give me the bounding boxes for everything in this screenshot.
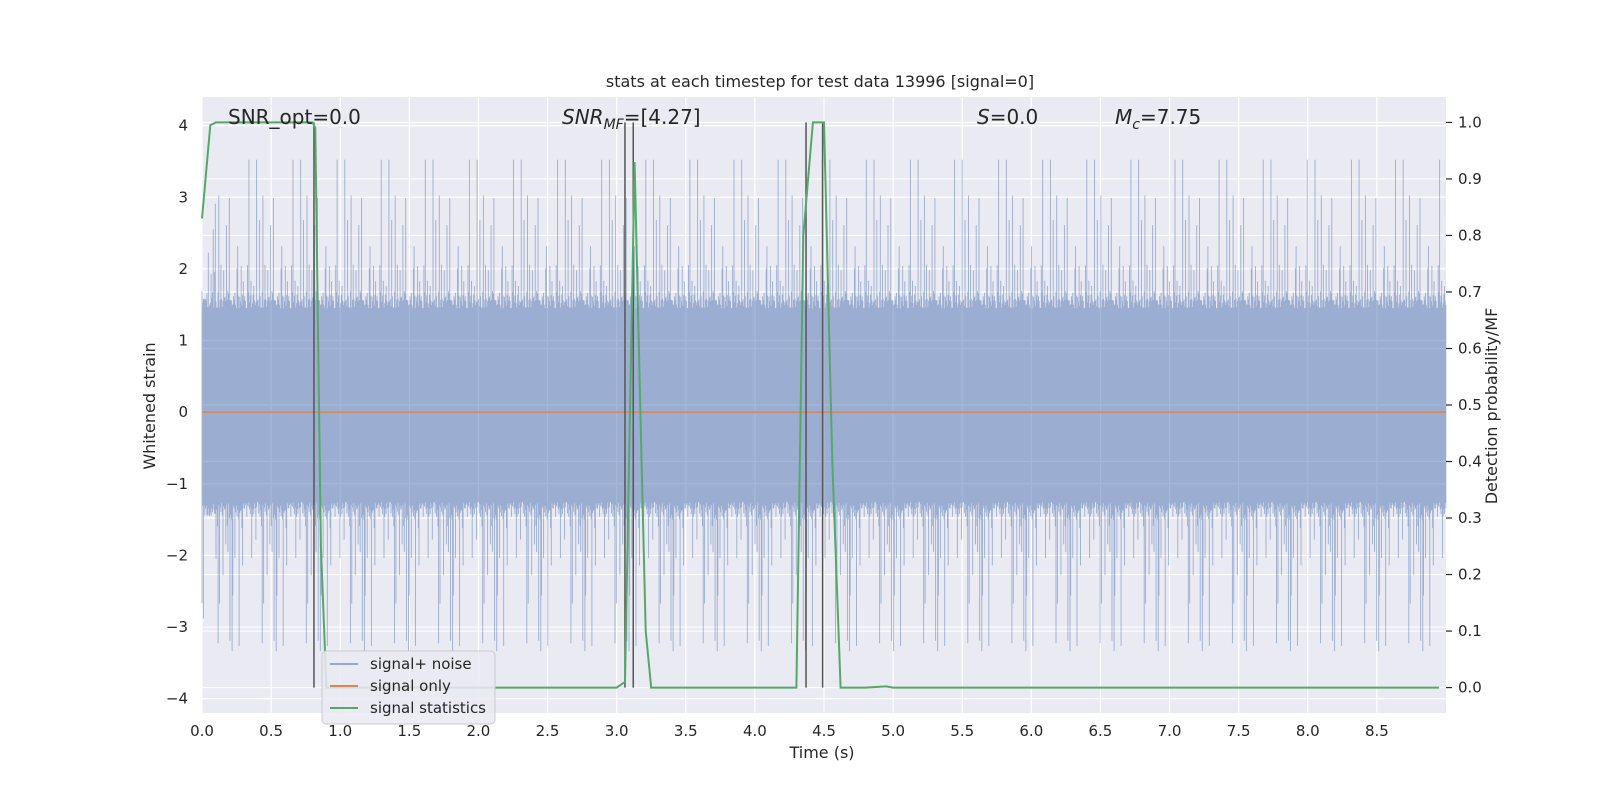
legend-label-signal-noise: signal+ noise xyxy=(370,655,472,673)
y-right-tick-label: 0.7 xyxy=(1458,283,1482,301)
x-tick-label: 8.0 xyxy=(1296,722,1320,740)
x-tick-label: 7.5 xyxy=(1227,722,1251,740)
legend: signal+ noise signal only signal statist… xyxy=(321,650,496,725)
y-right-axis-ticks: 1.0 0.9 0.8 0.7 0.6 0.5 0.4 0.3 0.2 0.1 0.0 xyxy=(1446,113,1482,697)
y-right-tick-label: 0.8 xyxy=(1458,226,1482,244)
legend-label-signal-statistics: signal statistics xyxy=(370,699,486,717)
y-tick-label: 1 xyxy=(178,332,188,350)
chart-title: stats at each timestep for test data 139… xyxy=(606,72,1034,91)
y-right-tick-label: 1.0 xyxy=(1458,113,1482,131)
series-signal-noise xyxy=(201,159,1447,652)
annotations: SNR_opt=0.0 SNRMF=[4.27] S=0.0 Mc=7.75 xyxy=(228,105,1201,133)
x-tick-label: 0.0 xyxy=(190,722,214,740)
x-tick-label: 3.0 xyxy=(605,722,629,740)
y-right-tick-label: 0.3 xyxy=(1458,509,1482,527)
noise-trace xyxy=(201,159,1447,652)
x-tick-label: 7.0 xyxy=(1158,722,1182,740)
x-axis-label: Time (s) xyxy=(788,743,854,762)
x-axis-ticks: 0.0 0.5 1.0 1.5 2.0 2.5 3.0 3.5 4.0 4.5 5.0 5.5 6.0 6… xyxy=(190,722,1389,740)
series-signal-statistics xyxy=(201,121,1440,689)
annotation-snr-opt: SNR_opt=0.0 xyxy=(228,105,361,129)
x-tick-label: 1.5 xyxy=(397,722,421,740)
y-tick-label: −3 xyxy=(166,618,188,636)
y-right-tick-label: 0.6 xyxy=(1458,339,1482,357)
y-tick-label: 0 xyxy=(178,403,188,421)
x-tick-label: 6.0 xyxy=(1019,722,1043,740)
vertical-markers xyxy=(313,122,824,688)
annotation-mc: Mc=7.75 xyxy=(1115,105,1201,133)
legend-label-signal-only: signal only xyxy=(370,677,451,695)
y-tick-label: 4 xyxy=(178,117,188,135)
y-tick-label: −2 xyxy=(166,546,188,564)
y-axis-ticks: 4 3 2 1 0 −1 −2 −3 −4 xyxy=(166,117,188,708)
x-tick-label: 2.0 xyxy=(467,722,491,740)
x-tick-label: 6.5 xyxy=(1089,722,1113,740)
y-right-axis-label: Detection probability/MF xyxy=(1482,308,1501,505)
annotation-s: S=0.0 xyxy=(977,105,1038,129)
annotation-snr-mf: SNRMF=[4.27] xyxy=(562,105,701,133)
y-right-tick-label: 0.4 xyxy=(1458,453,1482,471)
y-tick-label: −4 xyxy=(166,690,188,708)
x-tick-label: 0.5 xyxy=(259,722,283,740)
x-tick-label: 8.5 xyxy=(1365,722,1389,740)
y-tick-label: −1 xyxy=(166,475,188,493)
y-right-tick-label: 0.0 xyxy=(1458,679,1482,697)
x-tick-label: 4.5 xyxy=(812,722,836,740)
x-tick-label: 1.0 xyxy=(328,722,352,740)
y-tick-label: 3 xyxy=(178,188,188,206)
y-right-tick-label: 0.1 xyxy=(1458,622,1482,640)
y-right-tick-label: 0.9 xyxy=(1458,170,1482,188)
y-right-tick-label: 0.2 xyxy=(1458,566,1482,584)
x-tick-label: 2.5 xyxy=(536,722,560,740)
x-tick-label: 3.5 xyxy=(674,722,698,740)
y-right-tick-label: 0.5 xyxy=(1458,396,1482,414)
y-axis-label: Whitened strain xyxy=(140,342,159,469)
x-tick-label: 5.0 xyxy=(881,722,905,740)
legend-box xyxy=(321,650,496,725)
x-tick-label: 5.5 xyxy=(950,722,974,740)
x-tick-label: 4.0 xyxy=(743,722,767,740)
y-tick-label: 2 xyxy=(178,260,188,278)
signal-statistics-line xyxy=(201,121,1440,689)
